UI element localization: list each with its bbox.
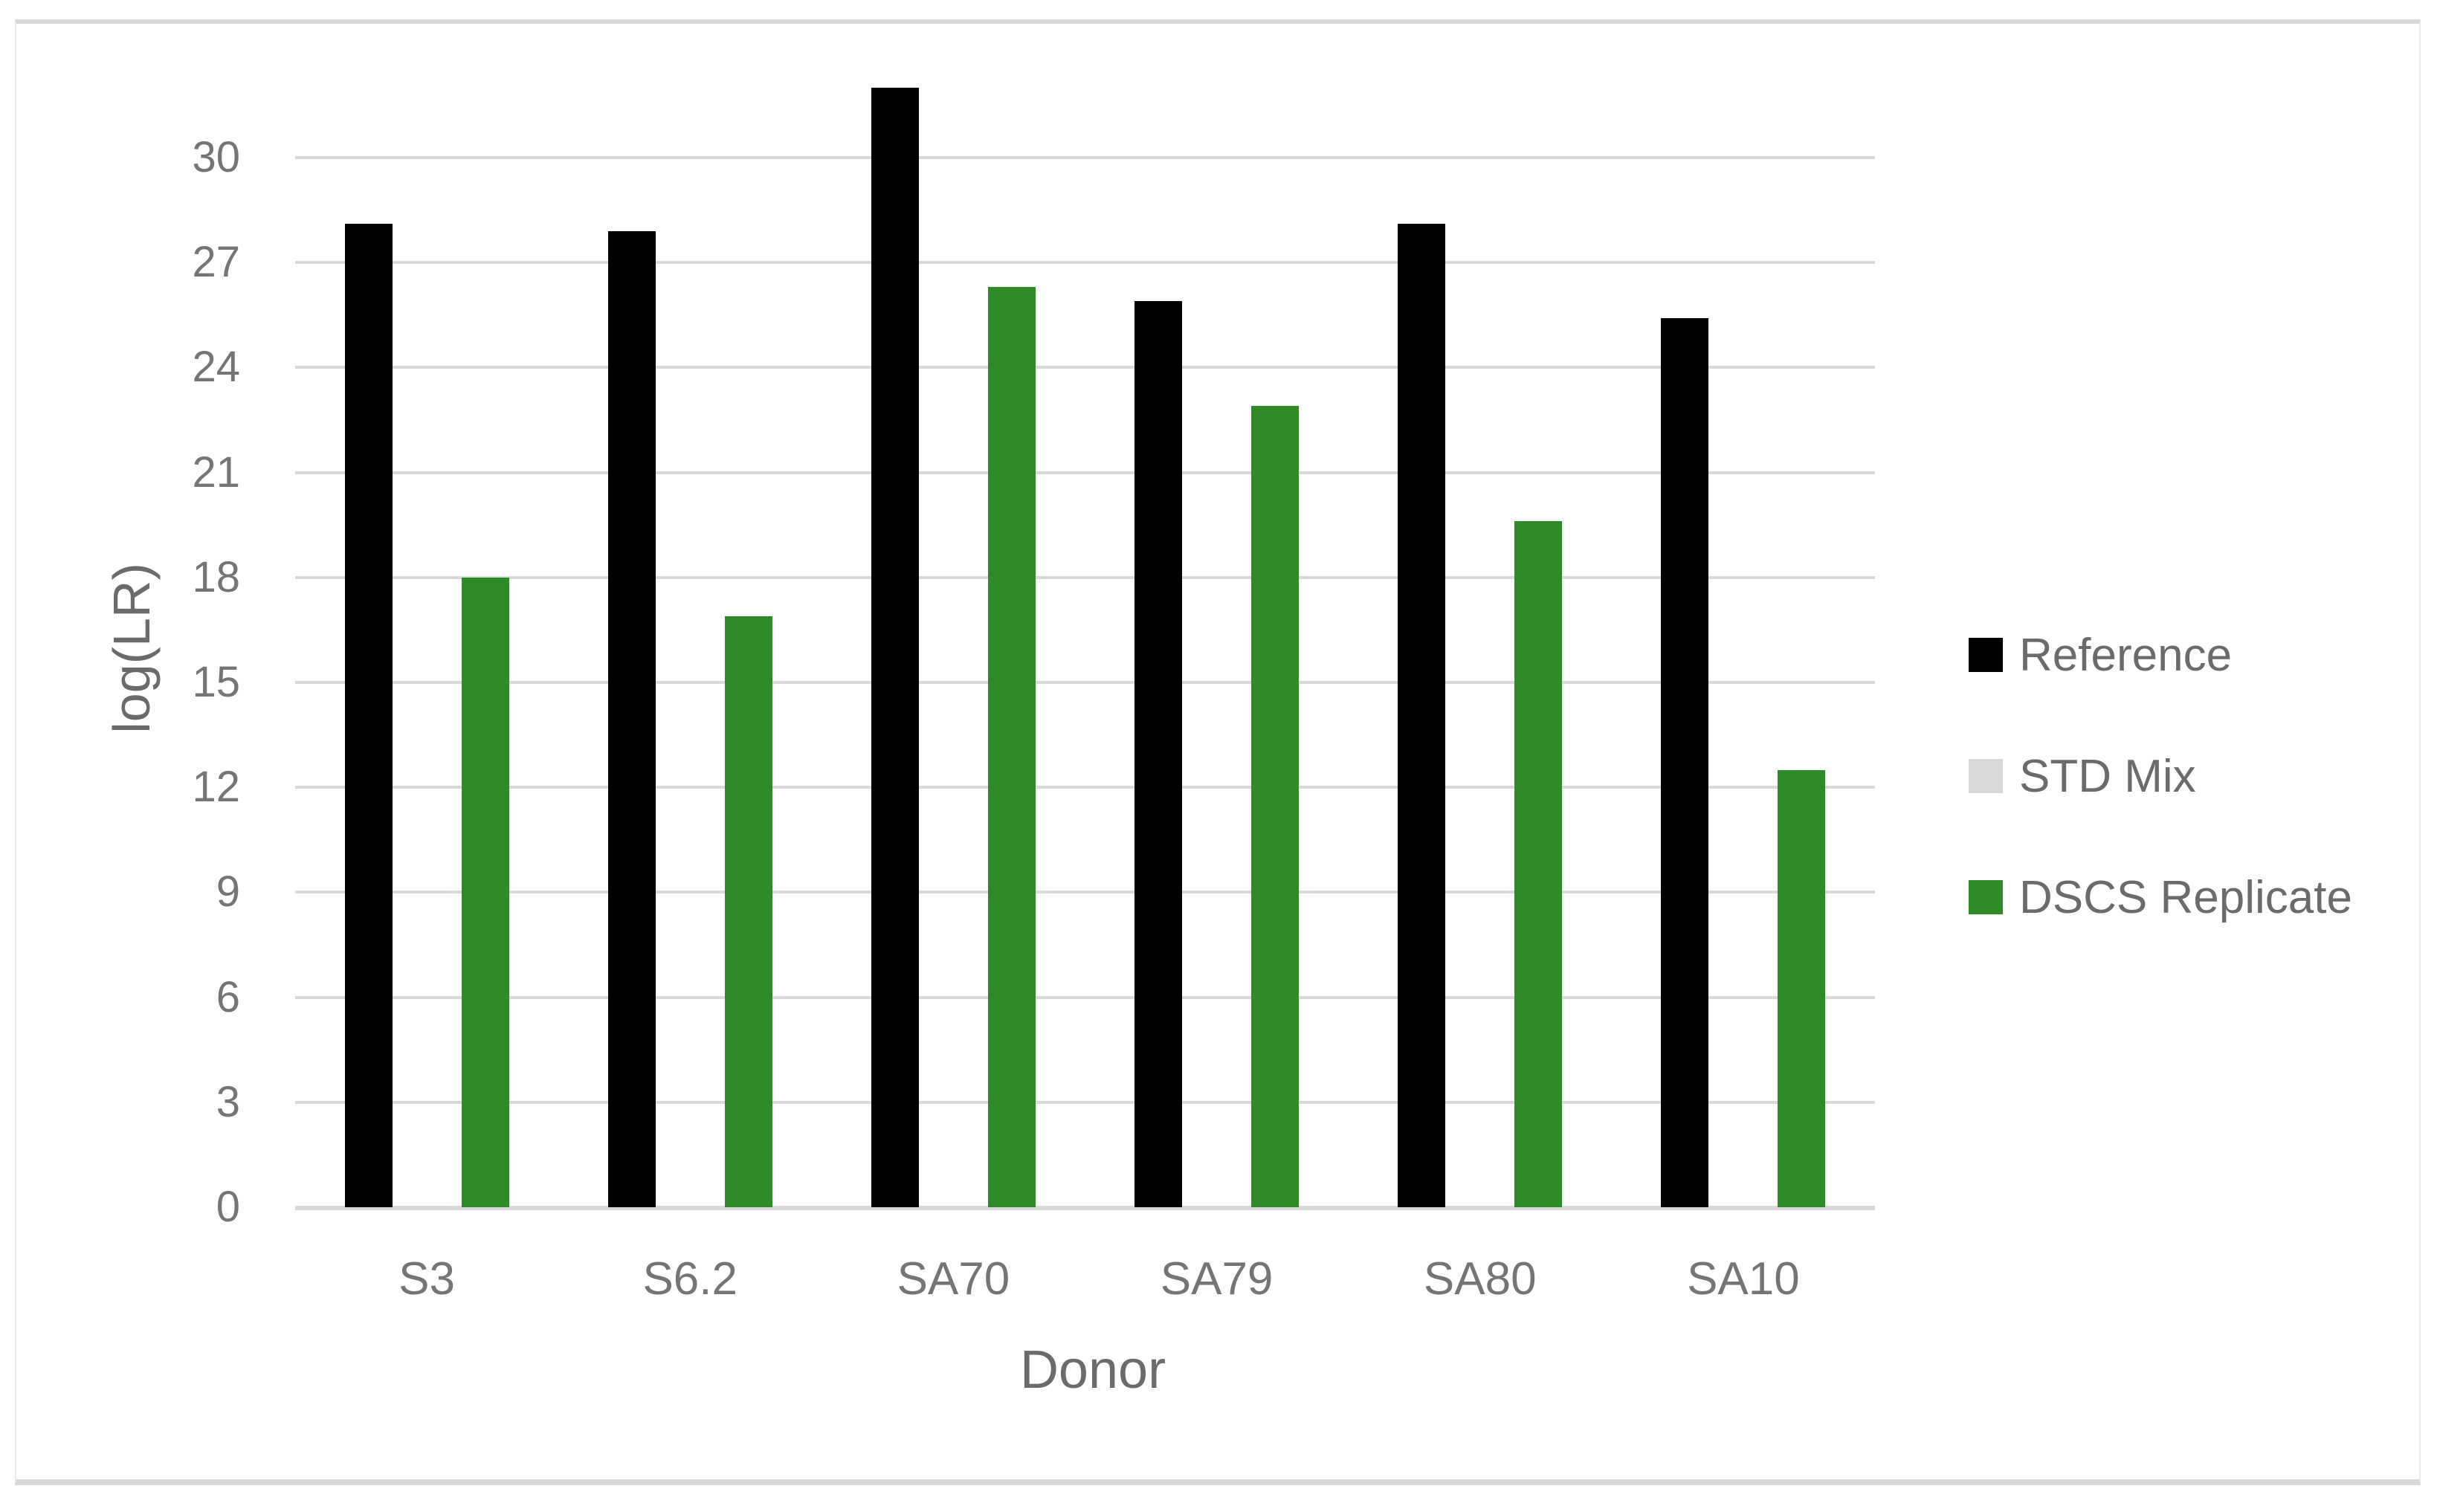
x-axis-category-labels: S3 S6.2 SA70 SA79 SA80 SA10 xyxy=(295,1255,1875,1314)
legend-label: STD Mix xyxy=(2019,750,2196,802)
x-category-label-s3: S3 xyxy=(398,1253,455,1305)
y-tick-label-9: 9 xyxy=(216,868,240,917)
x-category-label-sa80: SA80 xyxy=(1423,1253,1537,1305)
x-category-label-sa70: SA70 xyxy=(897,1253,1010,1305)
y-tick-label-3: 3 xyxy=(216,1077,240,1126)
legend-swatch-icon xyxy=(1969,880,2003,914)
bar-dscs-replicate-s3 xyxy=(461,577,509,1207)
y-tick-label-0: 0 xyxy=(216,1183,240,1231)
gridline-y-27 xyxy=(295,261,1875,265)
bar-dscs-replicate-sa79 xyxy=(1251,406,1300,1207)
legend-swatch-icon xyxy=(1969,759,2003,793)
bar-reference-sa70 xyxy=(871,87,919,1207)
gridline-y-30 xyxy=(295,155,1875,159)
gridline-y-21 xyxy=(295,471,1875,474)
bar-reference-sa10 xyxy=(1661,318,1709,1207)
legend-label: DSCS Replicate xyxy=(2019,871,2352,923)
legend-item-reference: Reference xyxy=(1969,629,2233,681)
x-category-label-s6.2: S6.2 xyxy=(642,1253,737,1305)
bar-dscs-replicate-sa70 xyxy=(987,287,1036,1207)
y-axis-tick-labels: 0 3 6 9 12 15 18 21 24 27 30 xyxy=(0,74,256,1264)
gridline-y-3 xyxy=(295,1100,1875,1104)
y-tick-label-30: 30 xyxy=(192,132,240,181)
gridline-y-24 xyxy=(295,366,1875,369)
bar-reference-s6.2 xyxy=(607,230,656,1207)
y-tick-label-12: 12 xyxy=(192,763,240,812)
gridline-y-6 xyxy=(295,995,1875,999)
bar-reference-s3 xyxy=(344,224,393,1207)
legend-swatch-icon xyxy=(1969,638,2003,672)
gridline-y-15 xyxy=(295,680,1875,684)
x-axis-line xyxy=(295,1206,1875,1210)
bar-dscs-replicate-sa80 xyxy=(1514,521,1563,1207)
y-tick-label-24: 24 xyxy=(192,343,240,392)
bar-dscs-replicate-s6.2 xyxy=(724,616,772,1207)
legend: Reference STD Mix DSCS Replicate xyxy=(1969,630,2430,943)
y-tick-label-15: 15 xyxy=(192,657,240,706)
gridline-y-18 xyxy=(295,575,1875,579)
plot-area xyxy=(295,74,1875,1210)
y-tick-label-21: 21 xyxy=(192,448,240,497)
x-axis-title: Donor xyxy=(1019,1340,1166,1400)
y-tick-label-6: 6 xyxy=(216,972,240,1021)
legend-item-dscs-replicate: DSCS Replicate xyxy=(1969,871,2352,923)
bar-dscs-replicate-sa10 xyxy=(1778,769,1826,1207)
gridline-y-9 xyxy=(295,891,1875,894)
bar-reference-sa79 xyxy=(1134,300,1183,1207)
x-category-label-sa10: SA10 xyxy=(1687,1253,1800,1305)
gridline-y-12 xyxy=(295,786,1875,789)
y-tick-label-18: 18 xyxy=(192,552,240,601)
bar-reference-sa80 xyxy=(1398,224,1446,1207)
legend-item-std-mix: STD Mix xyxy=(1969,750,2196,802)
y-tick-label-27: 27 xyxy=(192,238,240,287)
legend-label: Reference xyxy=(2019,629,2233,681)
x-category-label-sa79: SA79 xyxy=(1160,1253,1274,1305)
